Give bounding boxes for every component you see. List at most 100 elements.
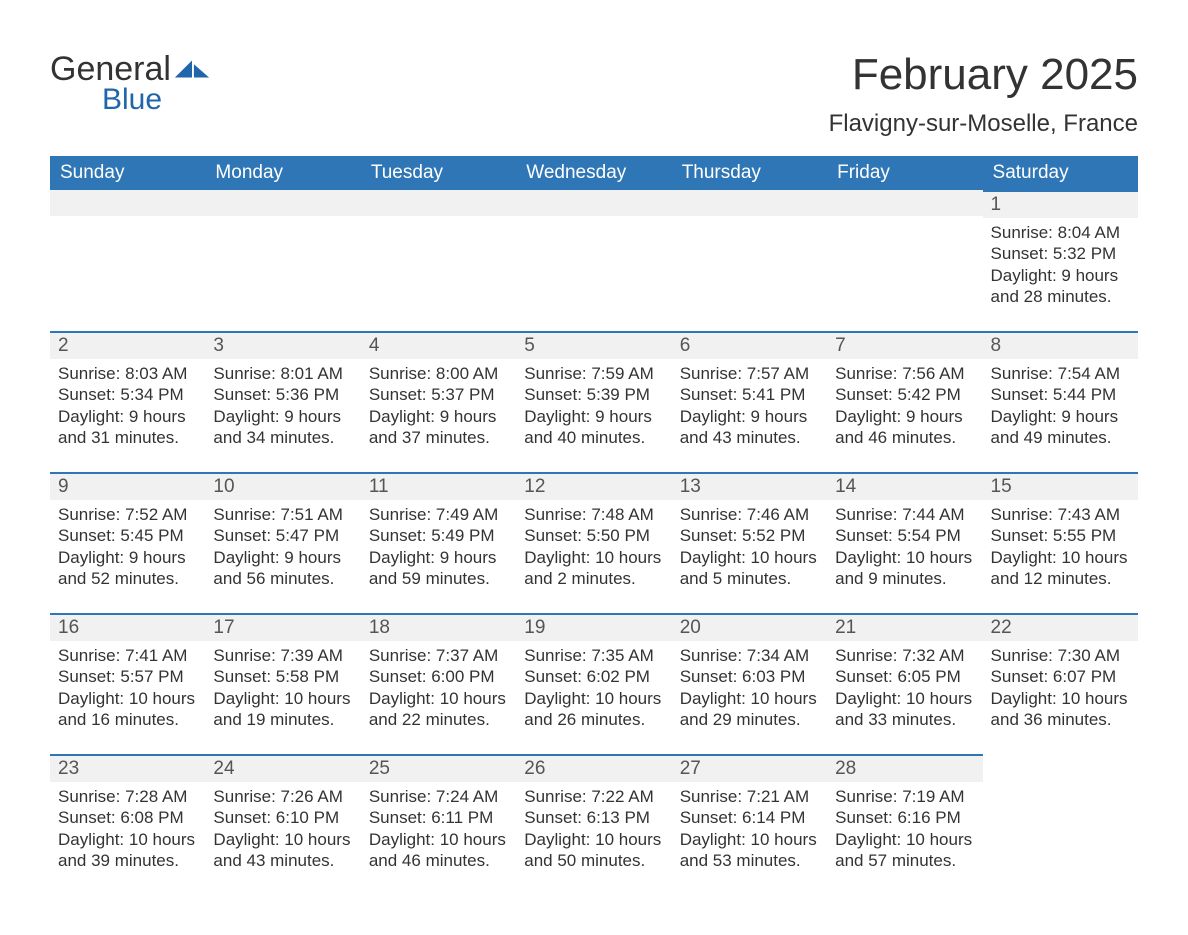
calendar-cell: 11Sunrise: 7:49 AMSunset: 5:49 PMDayligh… xyxy=(361,472,516,613)
day-body: Sunrise: 7:49 AMSunset: 5:49 PMDaylight:… xyxy=(361,500,516,613)
sunrise-line: Sunrise: 7:59 AM xyxy=(524,363,663,384)
calendar-cell: 26Sunrise: 7:22 AMSunset: 6:13 PMDayligh… xyxy=(516,754,671,895)
sunset-line: Sunset: 6:05 PM xyxy=(835,666,974,687)
sunset-line: Sunset: 5:50 PM xyxy=(524,525,663,546)
day-number: 24 xyxy=(205,754,360,782)
empty-cell xyxy=(50,216,205,244)
calendar-cell xyxy=(361,190,516,320)
sunset-line: Sunset: 5:57 PM xyxy=(58,666,197,687)
daylight-line: Daylight: 10 hours and 39 minutes. xyxy=(58,829,197,872)
weekday-header: Thursday xyxy=(672,156,827,190)
day-body: Sunrise: 7:46 AMSunset: 5:52 PMDaylight:… xyxy=(672,500,827,613)
calendar-cell: 13Sunrise: 7:46 AMSunset: 5:52 PMDayligh… xyxy=(672,472,827,613)
day-body: Sunrise: 7:52 AMSunset: 5:45 PMDaylight:… xyxy=(50,500,205,613)
empty-daynum xyxy=(361,190,516,216)
day-body: Sunrise: 7:59 AMSunset: 5:39 PMDaylight:… xyxy=(516,359,671,472)
day-body: Sunrise: 7:24 AMSunset: 6:11 PMDaylight:… xyxy=(361,782,516,895)
calendar-cell: 19Sunrise: 7:35 AMSunset: 6:02 PMDayligh… xyxy=(516,613,671,754)
sunrise-line: Sunrise: 7:24 AM xyxy=(369,786,508,807)
sunset-line: Sunset: 5:37 PM xyxy=(369,384,508,405)
sunrise-line: Sunrise: 7:56 AM xyxy=(835,363,974,384)
sunset-line: Sunset: 6:16 PM xyxy=(835,807,974,828)
daylight-line: Daylight: 9 hours and 59 minutes. xyxy=(369,547,508,590)
sunrise-line: Sunrise: 7:37 AM xyxy=(369,645,508,666)
day-number: 14 xyxy=(827,472,982,500)
sunrise-line: Sunrise: 7:34 AM xyxy=(680,645,819,666)
calendar-cell xyxy=(672,190,827,320)
sunrise-line: Sunrise: 7:48 AM xyxy=(524,504,663,525)
weekday-header: Saturday xyxy=(983,156,1138,190)
day-body: Sunrise: 7:32 AMSunset: 6:05 PMDaylight:… xyxy=(827,641,982,754)
sunrise-line: Sunrise: 7:28 AM xyxy=(58,786,197,807)
day-number: 27 xyxy=(672,754,827,782)
sunrise-line: Sunrise: 7:22 AM xyxy=(524,786,663,807)
day-number: 15 xyxy=(983,472,1138,500)
calendar-cell: 2Sunrise: 8:03 AMSunset: 5:34 PMDaylight… xyxy=(50,331,205,472)
day-number: 10 xyxy=(205,472,360,500)
day-body: Sunrise: 7:41 AMSunset: 5:57 PMDaylight:… xyxy=(50,641,205,754)
sunrise-line: Sunrise: 7:57 AM xyxy=(680,363,819,384)
weekday-header: Sunday xyxy=(50,156,205,190)
sunset-line: Sunset: 5:42 PM xyxy=(835,384,974,405)
calendar-cell: 14Sunrise: 7:44 AMSunset: 5:54 PMDayligh… xyxy=(827,472,982,613)
calendar-body: 1Sunrise: 8:04 AMSunset: 5:32 PMDaylight… xyxy=(50,190,1138,895)
weekday-header: Friday xyxy=(827,156,982,190)
day-number: 4 xyxy=(361,331,516,359)
sunrise-line: Sunrise: 7:39 AM xyxy=(213,645,352,666)
generalblue-logo: General Blue xyxy=(50,50,211,117)
title-block: February 2025 Flavigny-sur-Moselle, Fran… xyxy=(829,50,1138,138)
sunset-line: Sunset: 6:14 PM xyxy=(680,807,819,828)
day-number: 1 xyxy=(983,190,1138,218)
daylight-line: Daylight: 10 hours and 29 minutes. xyxy=(680,688,819,731)
month-title: February 2025 xyxy=(829,50,1138,100)
empty-cell xyxy=(516,216,671,244)
calendar-cell: 16Sunrise: 7:41 AMSunset: 5:57 PMDayligh… xyxy=(50,613,205,754)
day-body: Sunrise: 7:48 AMSunset: 5:50 PMDaylight:… xyxy=(516,500,671,613)
daylight-line: Daylight: 10 hours and 16 minutes. xyxy=(58,688,197,731)
day-body: Sunrise: 7:21 AMSunset: 6:14 PMDaylight:… xyxy=(672,782,827,895)
day-body: Sunrise: 7:56 AMSunset: 5:42 PMDaylight:… xyxy=(827,359,982,472)
sunset-line: Sunset: 5:54 PM xyxy=(835,525,974,546)
location-subtitle: Flavigny-sur-Moselle, France xyxy=(829,110,1138,138)
day-body: Sunrise: 7:34 AMSunset: 6:03 PMDaylight:… xyxy=(672,641,827,754)
daylight-line: Daylight: 10 hours and 43 minutes. xyxy=(213,829,352,872)
calendar-cell: 20Sunrise: 7:34 AMSunset: 6:03 PMDayligh… xyxy=(672,613,827,754)
daylight-line: Daylight: 10 hours and 36 minutes. xyxy=(991,688,1130,731)
sunrise-line: Sunrise: 7:43 AM xyxy=(991,504,1130,525)
calendar-cell: 3Sunrise: 8:01 AMSunset: 5:36 PMDaylight… xyxy=(205,331,360,472)
daylight-line: Daylight: 10 hours and 5 minutes. xyxy=(680,547,819,590)
day-number: 3 xyxy=(205,331,360,359)
calendar-cell xyxy=(205,190,360,320)
calendar-cell: 7Sunrise: 7:56 AMSunset: 5:42 PMDaylight… xyxy=(827,331,982,472)
day-number: 8 xyxy=(983,331,1138,359)
calendar-cell: 21Sunrise: 7:32 AMSunset: 6:05 PMDayligh… xyxy=(827,613,982,754)
day-number: 6 xyxy=(672,331,827,359)
calendar-cell: 1Sunrise: 8:04 AMSunset: 5:32 PMDaylight… xyxy=(983,190,1138,331)
weekday-header: Wednesday xyxy=(516,156,671,190)
day-number: 25 xyxy=(361,754,516,782)
calendar-cell: 17Sunrise: 7:39 AMSunset: 5:58 PMDayligh… xyxy=(205,613,360,754)
daylight-line: Daylight: 10 hours and 26 minutes. xyxy=(524,688,663,731)
calendar-table: SundayMondayTuesdayWednesdayThursdayFrid… xyxy=(50,156,1138,895)
day-number: 20 xyxy=(672,613,827,641)
calendar-cell: 10Sunrise: 7:51 AMSunset: 5:47 PMDayligh… xyxy=(205,472,360,613)
day-number: 18 xyxy=(361,613,516,641)
day-number: 26 xyxy=(516,754,671,782)
calendar-cell xyxy=(516,190,671,320)
calendar-cell: 6 Sunrise: 7:57 AMSunset: 5:41 PMDaylight… xyxy=(672,331,827,472)
sunset-line: Sunset: 5:52 PM xyxy=(680,525,819,546)
daylight-line: Daylight: 9 hours and 34 minutes. xyxy=(213,406,352,449)
sunset-line: Sunset: 5:41 PM xyxy=(680,384,819,405)
day-body: Sunrise: 7:22 AMSunset: 6:13 PMDaylight:… xyxy=(516,782,671,895)
day-body: Sunrise: 8:04 AMSunset: 5:32 PMDaylight:… xyxy=(983,218,1138,331)
sunrise-line: Sunrise: 7:35 AM xyxy=(524,645,663,666)
day-number: 22 xyxy=(983,613,1138,641)
day-body: Sunrise: 7:30 AMSunset: 6:07 PMDaylight:… xyxy=(983,641,1138,754)
calendar-cell xyxy=(50,190,205,320)
sunset-line: Sunset: 5:55 PM xyxy=(991,525,1130,546)
sunset-line: Sunset: 6:11 PM xyxy=(369,807,508,828)
daylight-line: Daylight: 9 hours and 56 minutes. xyxy=(213,547,352,590)
sunrise-line: Sunrise: 7:19 AM xyxy=(835,786,974,807)
daylight-line: Daylight: 10 hours and 22 minutes. xyxy=(369,688,508,731)
daylight-line: Daylight: 9 hours and 43 minutes. xyxy=(680,406,819,449)
